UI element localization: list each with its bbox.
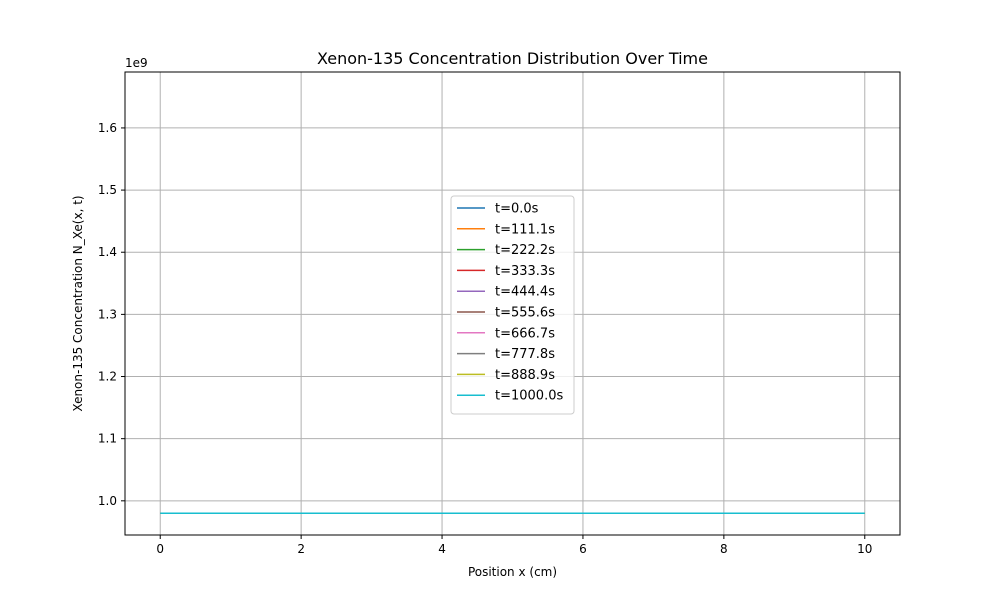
legend: t=0.0s t=111.1s t=222.2s t=333.3s t=444.4s t=… <box>450 195 575 415</box>
legend-box <box>450 195 575 415</box>
chart-title: Xenon-135 Concentration Distribution Ove… <box>317 49 708 68</box>
x-tick-label: 2 <box>297 542 305 556</box>
x-tick-label: 4 <box>438 542 446 556</box>
legend-entry: t=444.4s <box>495 285 555 300</box>
legend-entry: t=0.0s <box>495 202 539 217</box>
x-tick-label: 8 <box>720 542 728 556</box>
legend-entry: t=888.9s <box>495 368 555 383</box>
x-tick-label: 10 <box>857 542 872 556</box>
y-axis-label: Xenon-135 Concentration N_Xe(x, t) <box>71 195 85 411</box>
y-tick-label: 1.1 <box>98 432 117 446</box>
y-tick-label: 1.3 <box>98 307 117 321</box>
plot-frame <box>124 71 901 536</box>
y-tick-label: 1.0 <box>98 494 117 508</box>
y-tick-label: 1.2 <box>98 370 117 384</box>
y-tick-label: 1.4 <box>98 245 117 259</box>
legend-entry: t=111.1s <box>495 222 555 237</box>
x-tick-label: 6 <box>579 542 587 556</box>
x-tick-label: 0 <box>156 542 164 556</box>
legend-entry: t=1000.0s <box>495 389 563 404</box>
legend-entry: t=333.3s <box>495 264 555 279</box>
legend-entry: t=777.8s <box>495 347 555 362</box>
legend-entry: t=555.6s <box>495 306 555 321</box>
y-tick-label: 1.6 <box>98 121 117 135</box>
y-tick-label: 1.5 <box>98 183 117 197</box>
x-axis-label: Position x (cm) <box>468 565 557 579</box>
legend-entry: t=222.2s <box>495 243 555 258</box>
legend-entry: t=666.7s <box>495 326 555 341</box>
y-axis-offset-label: 1e9 <box>125 56 148 70</box>
axis-ticks: 0 2 4 6 8 10 1.0 1.1 1.2 1.3 1.4 1.5 1.6 <box>98 121 873 556</box>
